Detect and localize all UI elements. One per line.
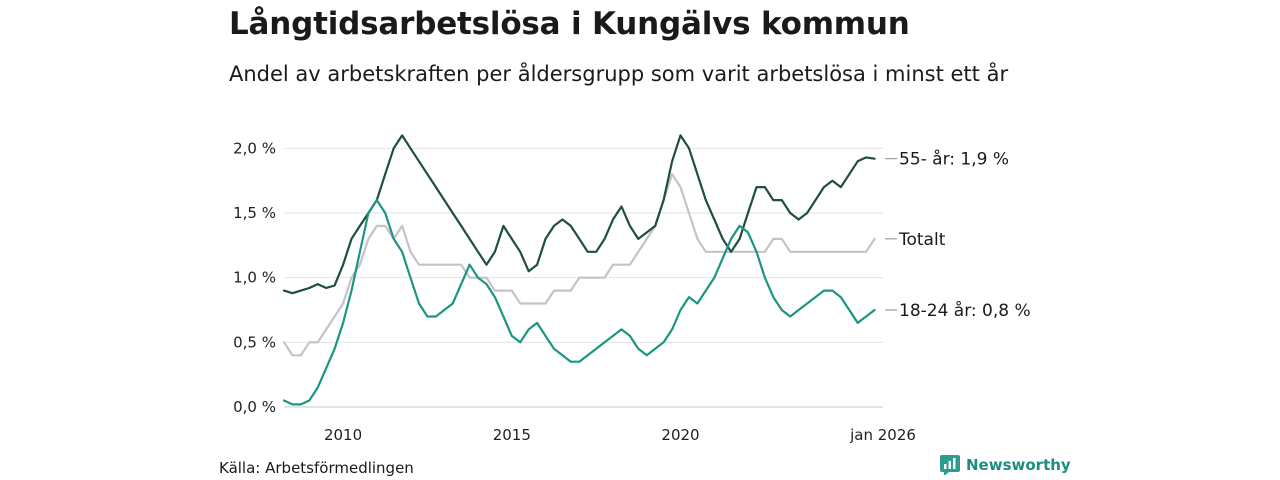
- series-end-label: 18-24 år: 0,8 %: [899, 300, 1031, 321]
- series-end-label: 55- år: 1,9 %: [899, 149, 1009, 170]
- chart-title: Långtidsarbetslösa i Kungälvs kommun: [229, 6, 910, 42]
- y-tick-label: 1,0 %: [233, 269, 276, 287]
- chart-subtitle: Andel av arbetskraften per åldersgrupp s…: [229, 62, 1009, 86]
- series-line: [282, 173, 876, 357]
- source-note: Källa: Arbetsförmedlingen: [219, 459, 414, 477]
- x-tick-label: jan 2026: [849, 426, 916, 444]
- y-tick-label: 0,0 %: [233, 398, 276, 416]
- x-tick-label: 2020: [661, 426, 699, 444]
- newsworthy-logo-icon: [940, 455, 960, 475]
- series-end-label: Totalt: [898, 230, 946, 250]
- brand[interactable]: Newsworthy: [940, 455, 1071, 475]
- y-tick-label: 0,5 %: [233, 333, 276, 351]
- x-tick-label: 2015: [493, 426, 531, 444]
- y-tick-label: 1,5 %: [233, 204, 276, 222]
- series-line: [282, 199, 876, 406]
- y-tick-label: 2,0 %: [233, 139, 276, 157]
- series-line: [282, 134, 876, 295]
- brand-name: Newsworthy: [966, 456, 1071, 474]
- x-tick-label: 2010: [324, 426, 362, 444]
